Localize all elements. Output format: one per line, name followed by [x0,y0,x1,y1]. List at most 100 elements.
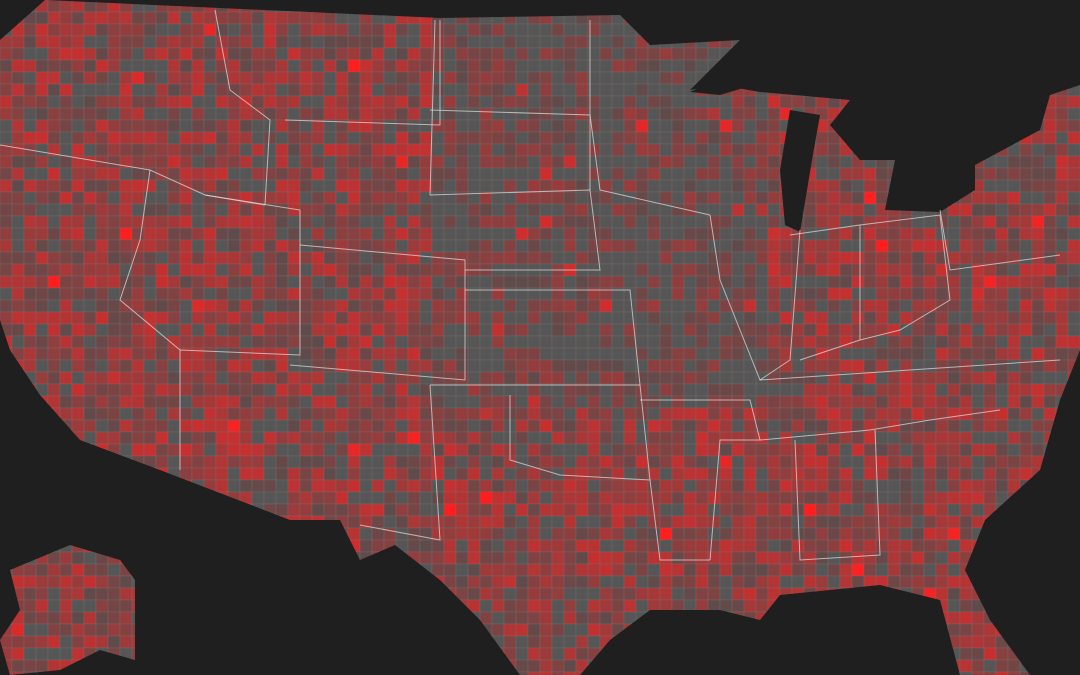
county [263,431,277,445]
county [35,23,49,37]
county [1031,143,1045,157]
county [587,419,601,433]
county [659,587,673,601]
county [395,203,409,217]
county [71,227,85,241]
county [755,155,769,169]
county [107,83,121,97]
county [83,623,97,637]
county [0,251,13,265]
county [719,359,733,373]
county [767,575,781,589]
county [1007,215,1021,229]
county [371,35,385,49]
county [311,47,325,61]
county [683,527,697,541]
county [527,503,541,517]
county [275,335,289,349]
county [371,539,385,553]
county [551,59,565,73]
county [71,335,85,349]
county [647,587,661,601]
county [335,407,349,421]
county [575,71,589,85]
county [815,287,829,301]
county [0,179,13,193]
county [515,551,529,565]
county [275,131,289,145]
county [227,311,241,325]
county [47,335,61,349]
county [659,515,673,529]
county [623,95,637,109]
county [491,95,505,109]
county [923,479,937,493]
county [467,203,481,217]
county [611,539,625,553]
county [803,239,817,253]
county [659,455,673,469]
county [899,443,913,457]
county [455,227,469,241]
county [491,371,505,385]
county [179,83,193,97]
county [911,299,925,313]
county [191,83,205,97]
county [719,155,733,169]
county [755,335,769,349]
county [659,191,673,205]
county [131,23,145,37]
county [971,227,985,241]
county [215,11,229,25]
county [599,59,613,73]
county [215,467,229,481]
county [323,143,337,157]
county [671,239,685,253]
county [443,467,457,481]
county [659,563,673,577]
county [299,287,313,301]
county [155,275,169,289]
county [323,503,337,517]
county [35,659,49,673]
county [1007,263,1021,277]
county [515,575,529,589]
county [323,167,337,181]
county [311,143,325,157]
county [515,179,529,193]
county [131,167,145,181]
county [11,131,25,145]
county [635,323,649,337]
county [563,623,577,637]
county [563,359,577,373]
county [587,299,601,313]
county [179,95,193,109]
county [71,611,85,625]
county [563,203,577,217]
county [659,335,673,349]
county [695,275,709,289]
county [599,563,613,577]
county [899,347,913,361]
county [23,215,37,229]
county [23,47,37,61]
county [839,359,853,373]
county [983,383,997,397]
county [899,323,913,337]
county [611,71,625,85]
county [1007,467,1021,481]
county [383,191,397,205]
county [299,263,313,277]
county [443,491,457,505]
county [719,395,733,409]
county [335,335,349,349]
county [131,35,145,49]
county [923,431,937,445]
county [467,479,481,493]
county [911,239,925,253]
county [635,95,649,109]
county [527,179,541,193]
county [35,359,49,373]
county [911,347,925,361]
county [491,131,505,145]
